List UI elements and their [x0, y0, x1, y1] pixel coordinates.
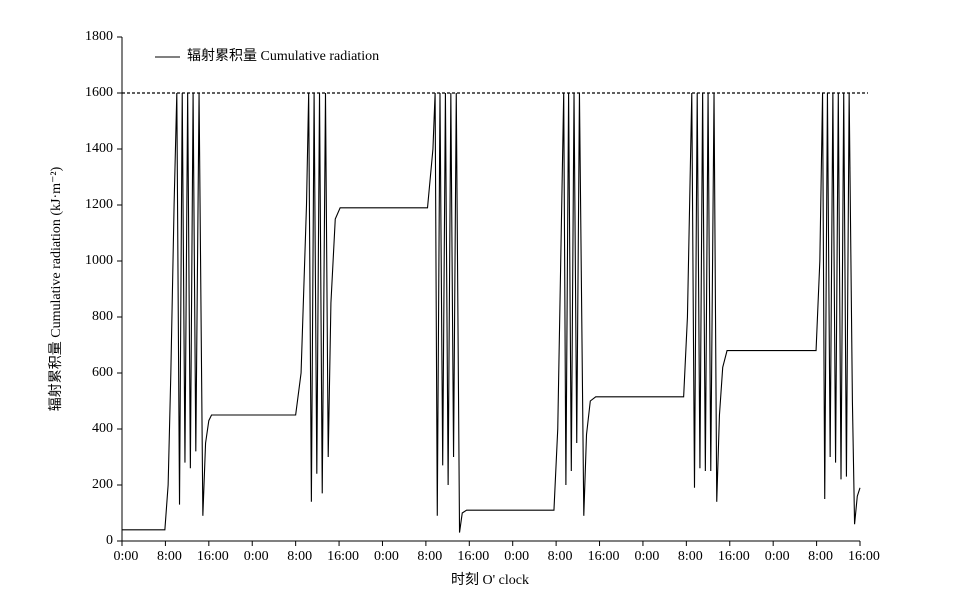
legend-label: 辐射累积量 Cumulative radiation	[187, 48, 379, 64]
x-tick-label: 16:00	[327, 549, 359, 564]
y-tick-label: 400	[92, 421, 113, 436]
series-line	[122, 92, 861, 533]
y-tick-label: 1200	[85, 197, 113, 212]
x-tick-label: 0:00	[114, 549, 139, 564]
y-tick-label: 1400	[85, 141, 113, 156]
y-tick-label: 0	[106, 533, 113, 548]
y-axis-label: 辐射累积量 Cumulative radiation (kJ·m⁻²)	[48, 166, 64, 411]
x-tick-label: 0:00	[374, 549, 399, 564]
y-tick-label: 200	[92, 477, 113, 492]
x-tick-label: 0:00	[244, 549, 269, 564]
x-tick-label: 0:00	[765, 549, 790, 564]
y-tick-label: 1800	[85, 29, 113, 44]
x-tick-label: 0:00	[504, 549, 529, 564]
x-tick-label: 8:00	[157, 549, 182, 564]
x-tick-label: 8:00	[417, 549, 442, 564]
x-tick-label: 8:00	[678, 549, 703, 564]
x-tick-label: 8:00	[287, 549, 312, 564]
x-tick-label: 8:00	[808, 549, 833, 564]
x-tick-label: 16:00	[457, 549, 489, 564]
x-tick-label: 8:00	[548, 549, 573, 564]
y-tick-label: 800	[92, 309, 113, 324]
x-tick-label: 16:00	[197, 549, 229, 564]
x-tick-label: 16:00	[588, 549, 620, 564]
x-tick-label: 16:00	[848, 549, 880, 564]
x-axis-label: 时刻 O' clock	[451, 572, 529, 588]
y-tick-label: 1600	[85, 85, 113, 100]
x-tick-label: 0:00	[634, 549, 659, 564]
y-tick-label: 600	[92, 365, 113, 380]
x-tick-label: 16:00	[718, 549, 750, 564]
y-tick-label: 1000	[85, 253, 113, 268]
